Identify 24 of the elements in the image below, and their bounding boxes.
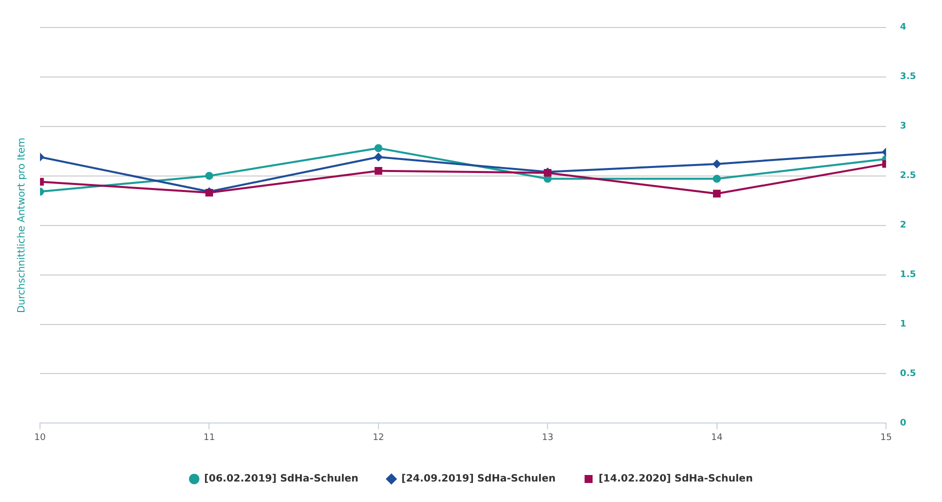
y-tick-label: 2.5: [900, 171, 916, 182]
y-tick-label: 0.5: [900, 369, 916, 380]
legend-label: [14.02.2020] SdHa-Schulen: [598, 474, 753, 485]
x-tick-label: 14: [711, 432, 723, 443]
y-tick-label: 3.5: [900, 72, 916, 82]
y-tick-label: 2: [900, 220, 906, 231]
x-tick-label: 12: [372, 432, 384, 443]
y-tick-label: 0: [900, 418, 906, 429]
y-tick-label: 4: [900, 22, 906, 33]
y-tick-label: 3: [900, 122, 906, 132]
y-axis-title: Durchschnittliche Antwort pro Item: [16, 138, 28, 314]
x-tick-label: 11: [203, 432, 215, 443]
point: [713, 190, 721, 198]
legend-label: [24.09.2019] SdHa-Schulen: [401, 474, 556, 485]
y-tick-label: 1.5: [900, 270, 916, 280]
x-tick-label: 15: [880, 432, 892, 443]
point: [205, 172, 214, 180]
legend-label: [06.02.2019] SdHa-Schulen: [204, 474, 358, 485]
point: [712, 174, 721, 183]
y-tick-label: 1: [900, 320, 906, 330]
point: [374, 144, 382, 152]
point: [374, 167, 382, 175]
x-tick-label: 10: [34, 432, 46, 443]
x-tick-label: 13: [542, 432, 554, 443]
